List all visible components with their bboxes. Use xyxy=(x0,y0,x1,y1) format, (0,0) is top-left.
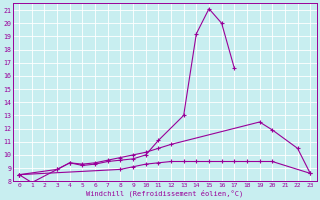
X-axis label: Windchill (Refroidissement éolien,°C): Windchill (Refroidissement éolien,°C) xyxy=(86,189,243,197)
